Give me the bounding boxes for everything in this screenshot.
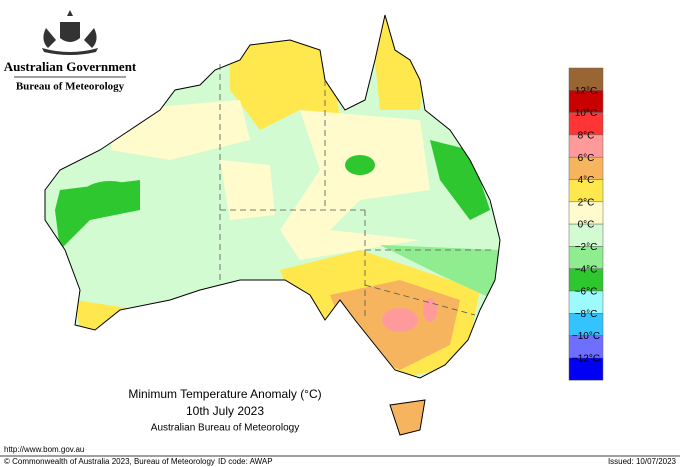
legend-label: −4°C bbox=[575, 264, 598, 275]
coastline bbox=[44, 14, 501, 436]
map-date: 10th July 2023 bbox=[186, 404, 264, 418]
legend-label: −2°C bbox=[575, 242, 598, 253]
legend-label: 4°C bbox=[578, 175, 595, 186]
footer-id: ID code: AWAP bbox=[218, 457, 273, 466]
legend-label: 6°C bbox=[578, 153, 595, 164]
government-name: Australian Government bbox=[4, 59, 137, 74]
legend-label: 10°C bbox=[575, 108, 597, 119]
legend-label: −12°C bbox=[572, 354, 600, 365]
legend-swatch bbox=[568, 357, 604, 381]
legend-label: 12°C bbox=[575, 86, 597, 97]
legend-label: 2°C bbox=[578, 197, 595, 208]
legend: 12°C 10°C 8°C 6°C 4°C 2°C 0°C −2°C −4°C −6°C −8°C −… bbox=[568, 67, 604, 381]
legend-label: −6°C bbox=[575, 287, 598, 298]
footer-issued: Issued: 10/07/2023 bbox=[608, 457, 677, 466]
legend-label: 8°C bbox=[578, 131, 595, 142]
coat-of-arms bbox=[42, 10, 98, 55]
map-title: Minimum Temperature Anomaly (°C) bbox=[128, 387, 321, 401]
state-borders bbox=[219, 64, 495, 320]
legend-label: 0°C bbox=[578, 220, 595, 231]
agency-name: Bureau of Meteorology bbox=[16, 81, 125, 93]
footer-copyright: © Commonwealth of Australia 2023, Bureau… bbox=[4, 457, 215, 466]
legend-label: −8°C bbox=[575, 309, 598, 320]
map-source: Australian Bureau of Meteorology bbox=[151, 423, 299, 434]
footer-url: http://www.bom.gov.au bbox=[4, 445, 84, 454]
legend-label: −10°C bbox=[572, 331, 600, 342]
